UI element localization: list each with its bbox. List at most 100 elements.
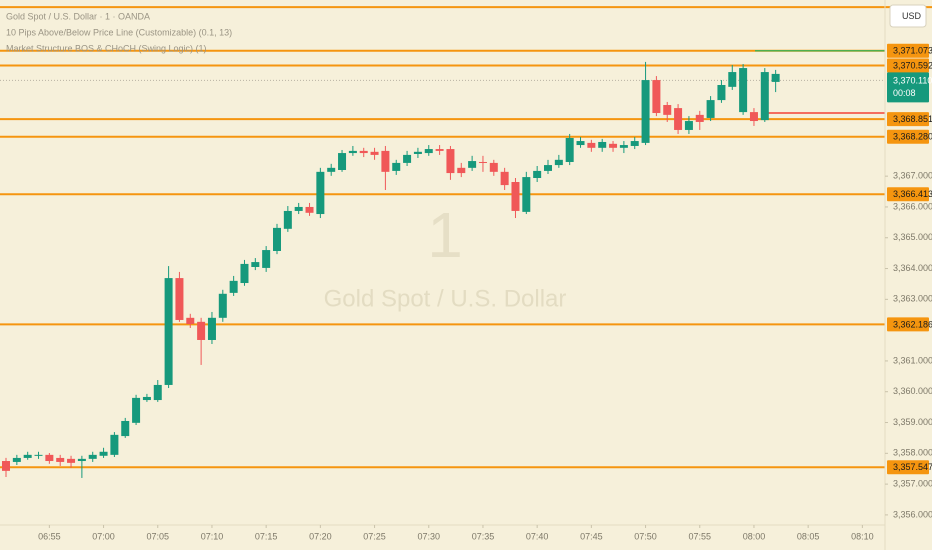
candle-body xyxy=(12,457,21,462)
candle-body xyxy=(413,151,422,154)
x-tick-label: 07:05 xyxy=(146,531,169,541)
level-label-box xyxy=(887,58,929,73)
candle-body xyxy=(370,151,379,155)
candle-body xyxy=(2,461,10,471)
candle-body xyxy=(23,454,32,458)
candle-body xyxy=(565,137,574,162)
candle-body xyxy=(630,141,639,146)
y-tick-label: 3,357.000 xyxy=(893,478,932,488)
candle-body xyxy=(45,454,54,462)
candle-body xyxy=(294,206,303,211)
level-label: 3,368.851 xyxy=(893,114,932,124)
candle-body xyxy=(229,280,238,293)
candle-body xyxy=(619,145,628,148)
candle-body xyxy=(262,250,271,268)
candle-body xyxy=(446,149,455,174)
candle-body xyxy=(99,451,108,456)
candle-body xyxy=(359,150,368,154)
x-tick-label: 07:45 xyxy=(580,531,603,541)
watermark: 1 Gold Spot / U.S. Dollar xyxy=(324,199,567,312)
candle-body xyxy=(153,384,162,401)
candle-body xyxy=(77,458,86,462)
candle-body xyxy=(457,167,466,174)
candle-body xyxy=(56,457,65,462)
currency-label[interactable]: USD xyxy=(902,11,922,21)
candle-body xyxy=(652,80,661,114)
candle-body xyxy=(164,278,173,385)
candle-body xyxy=(381,150,390,172)
level-label: 3,370.592 xyxy=(893,60,932,70)
candle-body xyxy=(587,142,596,148)
y-tick-label: 3,358.000 xyxy=(893,448,932,458)
indicator-name: Market Structure BOS & CHoCH (Swing Logi… xyxy=(6,43,207,53)
currency-button-box[interactable] xyxy=(889,4,927,28)
x-tick-label: 07:10 xyxy=(201,531,224,541)
level-label: 3,371.073 xyxy=(893,46,932,56)
x-tick-label: 07:50 xyxy=(634,531,657,541)
current-price-label: 3,370.110 xyxy=(893,75,932,85)
candle-body xyxy=(728,72,737,87)
candle-body xyxy=(251,262,260,268)
candle-body xyxy=(533,170,542,179)
candle-body xyxy=(609,143,618,148)
candle-body xyxy=(110,434,119,455)
candle-body xyxy=(468,161,477,168)
y-tick-label: 3,365.000 xyxy=(893,232,932,242)
candle-body xyxy=(338,153,347,170)
level-label-box xyxy=(887,460,929,475)
candle-body xyxy=(121,420,130,437)
candle-body xyxy=(500,171,509,186)
candle-body xyxy=(522,177,531,212)
candle-body xyxy=(706,100,715,118)
currency-button[interactable]: USD xyxy=(889,4,927,28)
watermark-interval: 1 xyxy=(427,199,463,271)
level-label-box xyxy=(887,129,929,144)
legend: Gold Spot / U.S. Dollar · 1 · OANDA 10 P… xyxy=(6,11,232,53)
x-tick-label: 07:35 xyxy=(472,531,495,541)
candle-body xyxy=(435,149,444,151)
candle-body xyxy=(760,72,769,121)
x-tick-label: 08:00 xyxy=(743,531,766,541)
levels xyxy=(0,6,932,469)
y-tick-label: 3,367.000 xyxy=(893,171,932,181)
x-tick-label: 07:30 xyxy=(417,531,440,541)
candle-body xyxy=(273,227,281,251)
x-tick-label: 08:10 xyxy=(851,531,874,541)
candle-body xyxy=(489,162,498,172)
level-label-box xyxy=(887,187,929,202)
candle-body xyxy=(132,397,141,423)
symbol-title: Gold Spot / U.S. Dollar · 1 · OANDA xyxy=(6,11,150,21)
level-label-box xyxy=(887,112,929,127)
y-tick-label: 3,359.000 xyxy=(893,417,932,427)
candle-body xyxy=(175,278,184,320)
level-label: 3,368.280 xyxy=(893,132,932,142)
candle-body xyxy=(771,73,780,82)
candles xyxy=(2,61,780,478)
candle-body xyxy=(186,317,195,324)
candle-body xyxy=(218,293,227,318)
candle-body xyxy=(511,182,520,211)
candle-body xyxy=(348,150,357,154)
candle-body xyxy=(554,159,563,166)
candle-body xyxy=(392,162,401,171)
level-label-box xyxy=(887,317,929,332)
candle-body xyxy=(34,454,43,456)
y-tick-label: 3,364.000 xyxy=(893,263,932,273)
candle-body xyxy=(197,321,206,340)
level-label: 3,366.413 xyxy=(893,189,932,199)
candle-body xyxy=(544,165,552,171)
candle-body xyxy=(403,154,412,163)
watermark-symbol: Gold Spot / U.S. Dollar xyxy=(324,285,567,312)
candle-body xyxy=(663,105,672,115)
candle-body xyxy=(684,121,693,130)
x-tick-label: 07:55 xyxy=(688,531,711,541)
y-tick-label: 3,363.000 xyxy=(893,294,932,304)
candle-body xyxy=(88,454,97,459)
x-tick-label: 06:55 xyxy=(38,531,61,541)
y-tick-label: 3,366.000 xyxy=(893,201,932,211)
candle-body xyxy=(142,396,151,401)
x-tick-label: 07:25 xyxy=(363,531,386,541)
y-tick-label: 3,360.000 xyxy=(893,386,932,396)
